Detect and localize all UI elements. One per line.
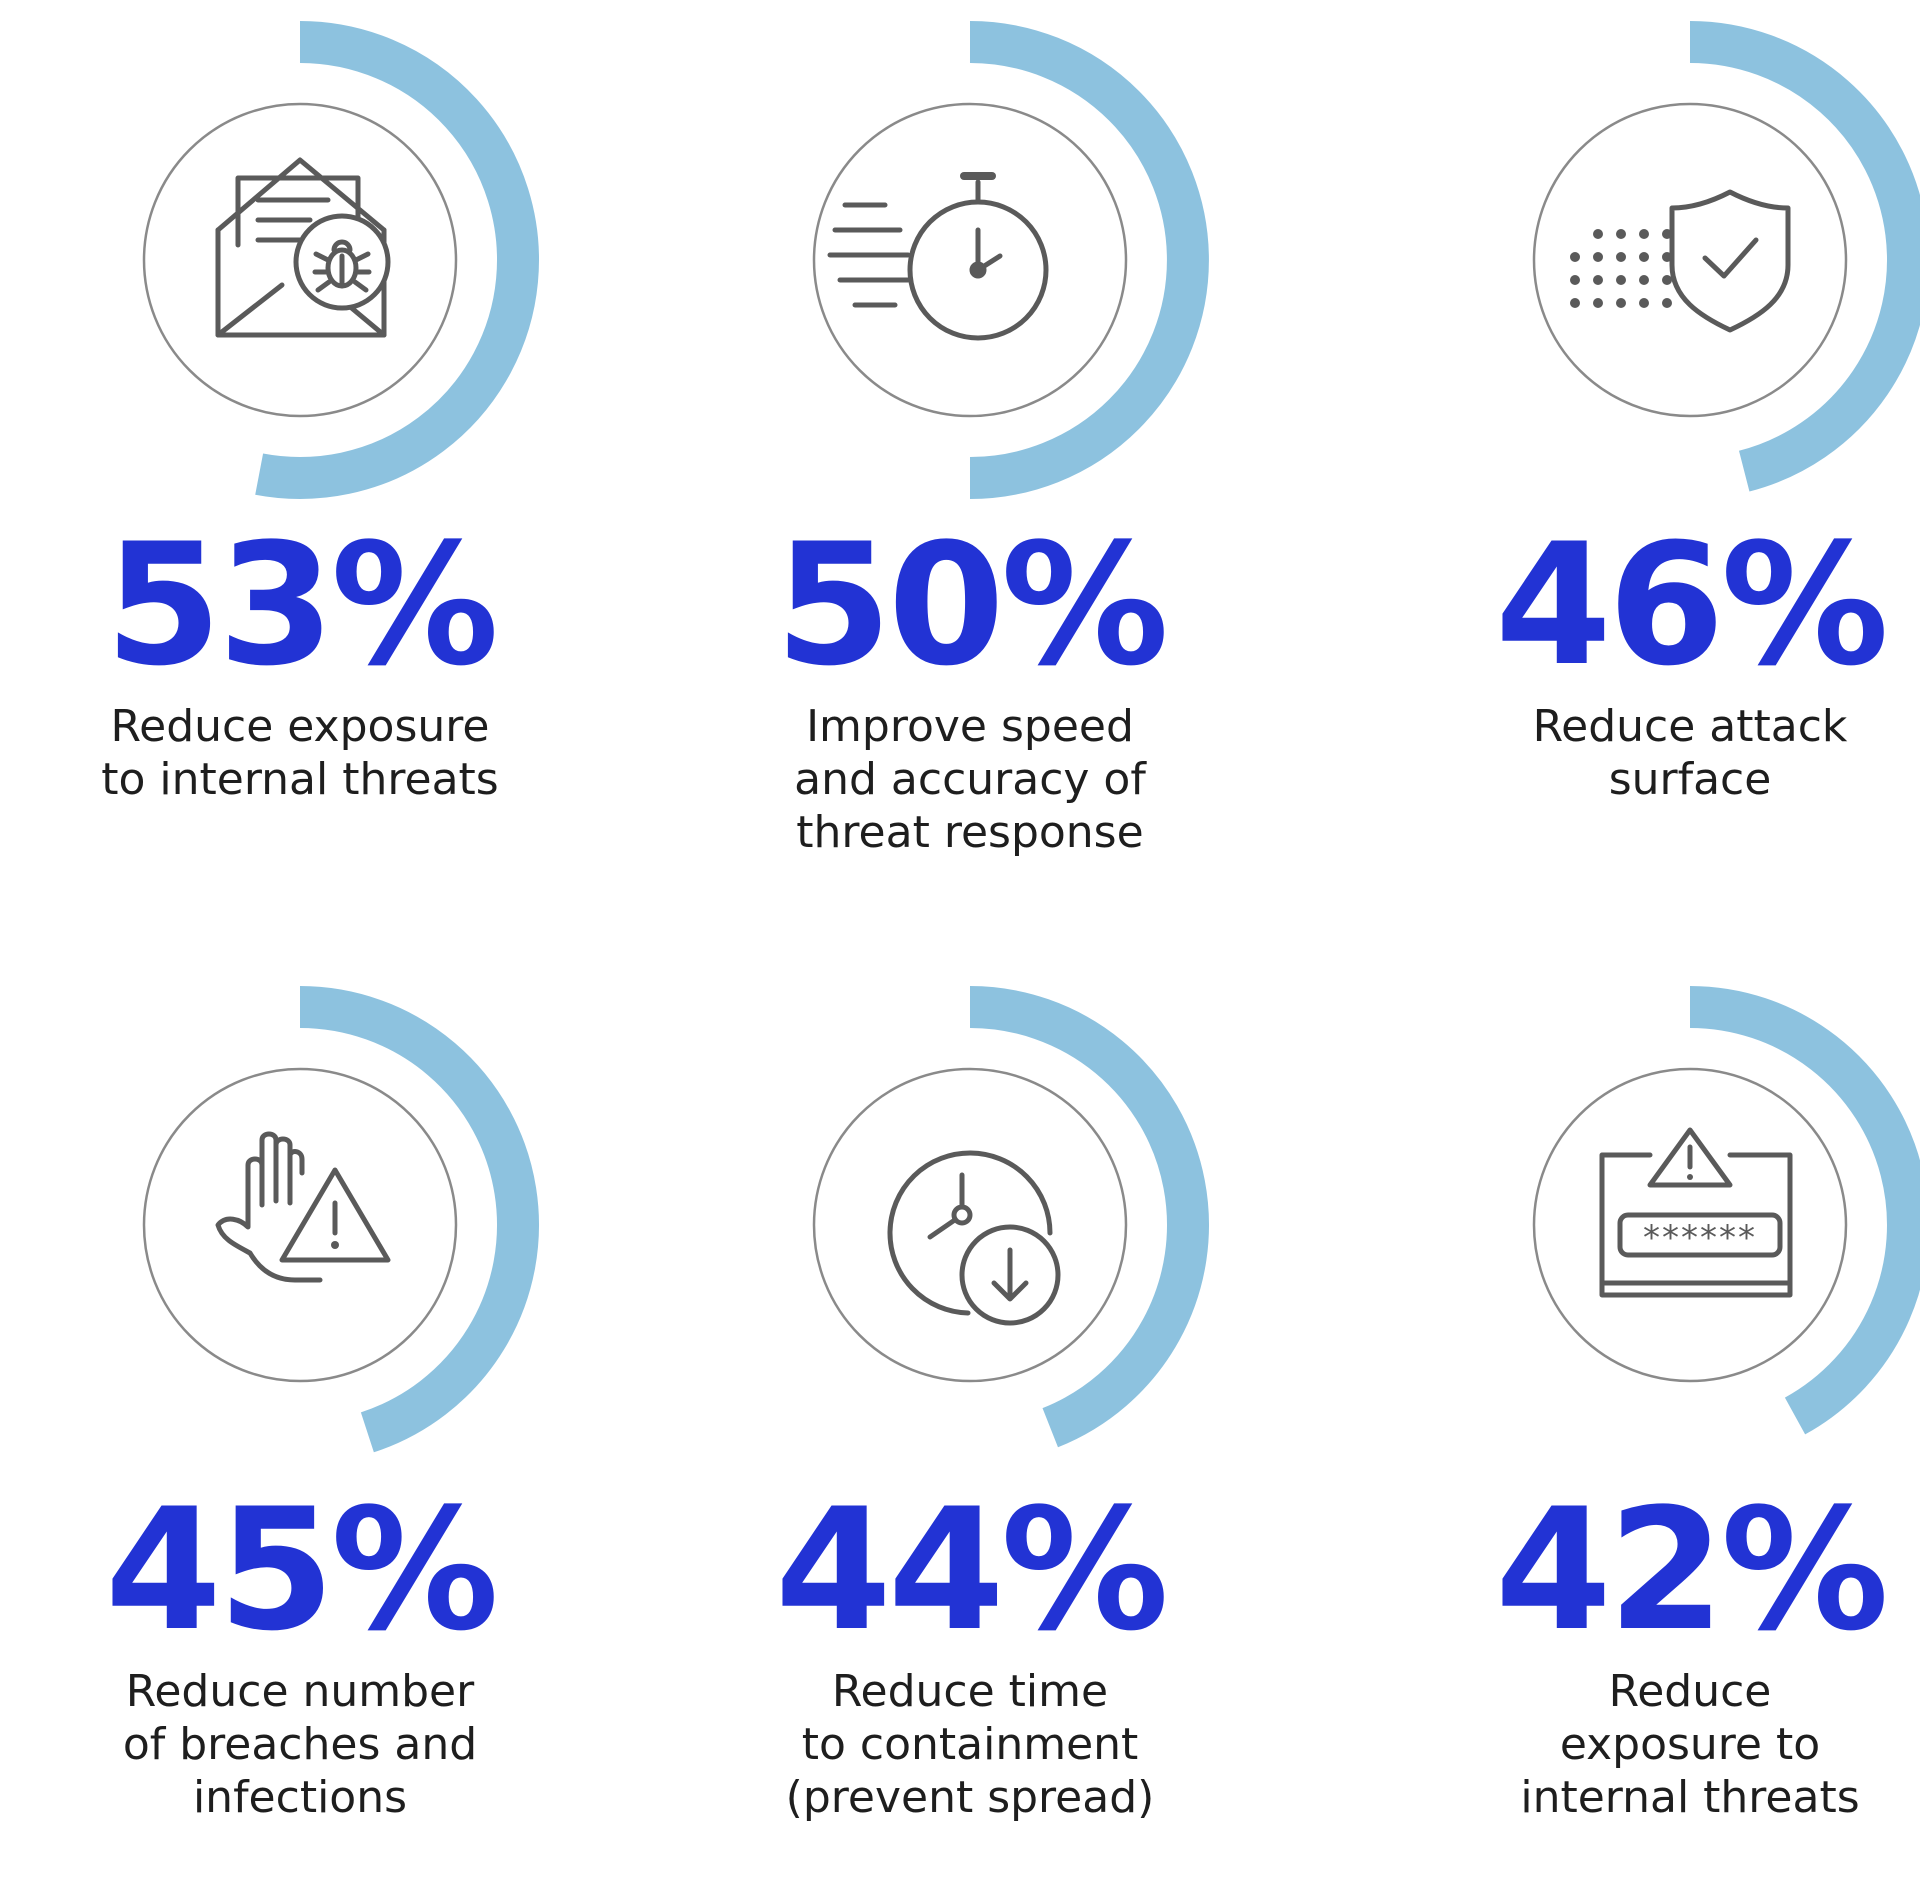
progress-ring <box>812 986 1209 1448</box>
description-line: to containment <box>801 1719 1139 1770</box>
stat-card: 50% Improve speed and accuracy of threat re… <box>650 0 1290 920</box>
progress-ring <box>1532 21 1920 492</box>
password-warning-icon: ****** <box>1602 1130 1790 1295</box>
description-line: Reduce attack <box>1532 701 1848 752</box>
stat-description: Improve speed and accuracy of threat respo… <box>750 700 1190 859</box>
description-line: (prevent spread) <box>785 1772 1155 1823</box>
progress-ring <box>142 986 539 1453</box>
description-line: Reduce time <box>831 1666 1109 1717</box>
icon-circle <box>1532 102 1848 418</box>
stat-description: Reduce exposure to internal threats <box>80 700 520 806</box>
progress-ring <box>142 21 539 499</box>
description-line: and accuracy of <box>794 754 1146 805</box>
stat-card: ****** 42% Reduce exposure to internal threa… <box>1370 965 1920 1885</box>
progress-arc <box>1689 21 1920 492</box>
stat-description: Reduce time to containment (prevent spread… <box>750 1665 1190 1824</box>
progress-arc <box>255 21 539 499</box>
description-line: Reduce <box>1608 1666 1772 1717</box>
percent-value: 46% <box>1494 507 1889 703</box>
hand-warning-icon <box>218 1134 388 1280</box>
progress-arc <box>969 21 1209 499</box>
description-line: to internal threats <box>101 754 499 805</box>
progress-ring <box>812 21 1209 499</box>
envelope-bug-icon <box>218 160 388 335</box>
progress-arc <box>299 986 539 1453</box>
description-line: exposure to <box>1559 1719 1821 1770</box>
description-line: threat response <box>796 807 1144 858</box>
stat-card: 44% Reduce time to containment (prevent spr… <box>650 965 1290 1885</box>
stopwatch-icon <box>830 176 1046 338</box>
description-line: internal threats <box>1520 1772 1860 1823</box>
percent-value: 45% <box>104 1472 499 1668</box>
description-line: Reduce exposure <box>110 701 490 752</box>
percent-value: 50% <box>774 507 1169 703</box>
percent-value: 42% <box>1494 1472 1889 1668</box>
stat-card: 45% Reduce number of breaches and infection… <box>0 965 620 1885</box>
icon-circle <box>812 102 1128 418</box>
stat-description: Reduce exposure to internal threats <box>1470 1665 1910 1824</box>
stat-card: 53% Reduce exposure to internal threats <box>0 0 620 920</box>
stat-description: Reduce number of breaches and infections <box>80 1665 520 1824</box>
clock-down-icon <box>890 1153 1058 1323</box>
progress-ring: ****** <box>1532 986 1920 1435</box>
stat-description: Reduce attack surface <box>1470 700 1910 806</box>
description-line: Reduce number <box>125 1666 475 1717</box>
shield-check-icon <box>1570 192 1788 330</box>
progress-arc <box>969 986 1209 1448</box>
icon-circle <box>812 1067 1128 1383</box>
percent-value: 53% <box>104 507 499 703</box>
svg-text:******: ****** <box>1643 1218 1757 1258</box>
progress-arc <box>1689 986 1920 1435</box>
description-line: of breaches and <box>122 1719 478 1770</box>
icon-circle <box>1532 1067 1848 1383</box>
description-line: surface <box>1608 754 1772 805</box>
percent-value: 44% <box>774 1472 1169 1668</box>
description-line: infections <box>192 1772 408 1823</box>
description-line: Improve speed <box>806 701 1134 752</box>
stat-card: 46% Reduce attack surface <box>1370 0 1920 920</box>
